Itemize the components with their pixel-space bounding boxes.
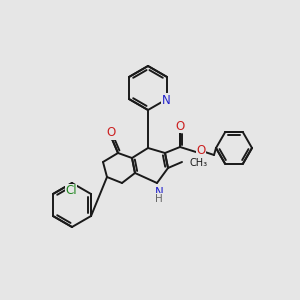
Text: O: O [176,119,184,133]
Text: CH₃: CH₃ [190,158,208,168]
Text: N: N [154,185,164,199]
Text: H: H [155,194,163,204]
Text: N: N [162,94,170,106]
Text: O: O [196,145,206,158]
Text: Cl: Cl [65,184,77,197]
Text: O: O [106,127,116,140]
